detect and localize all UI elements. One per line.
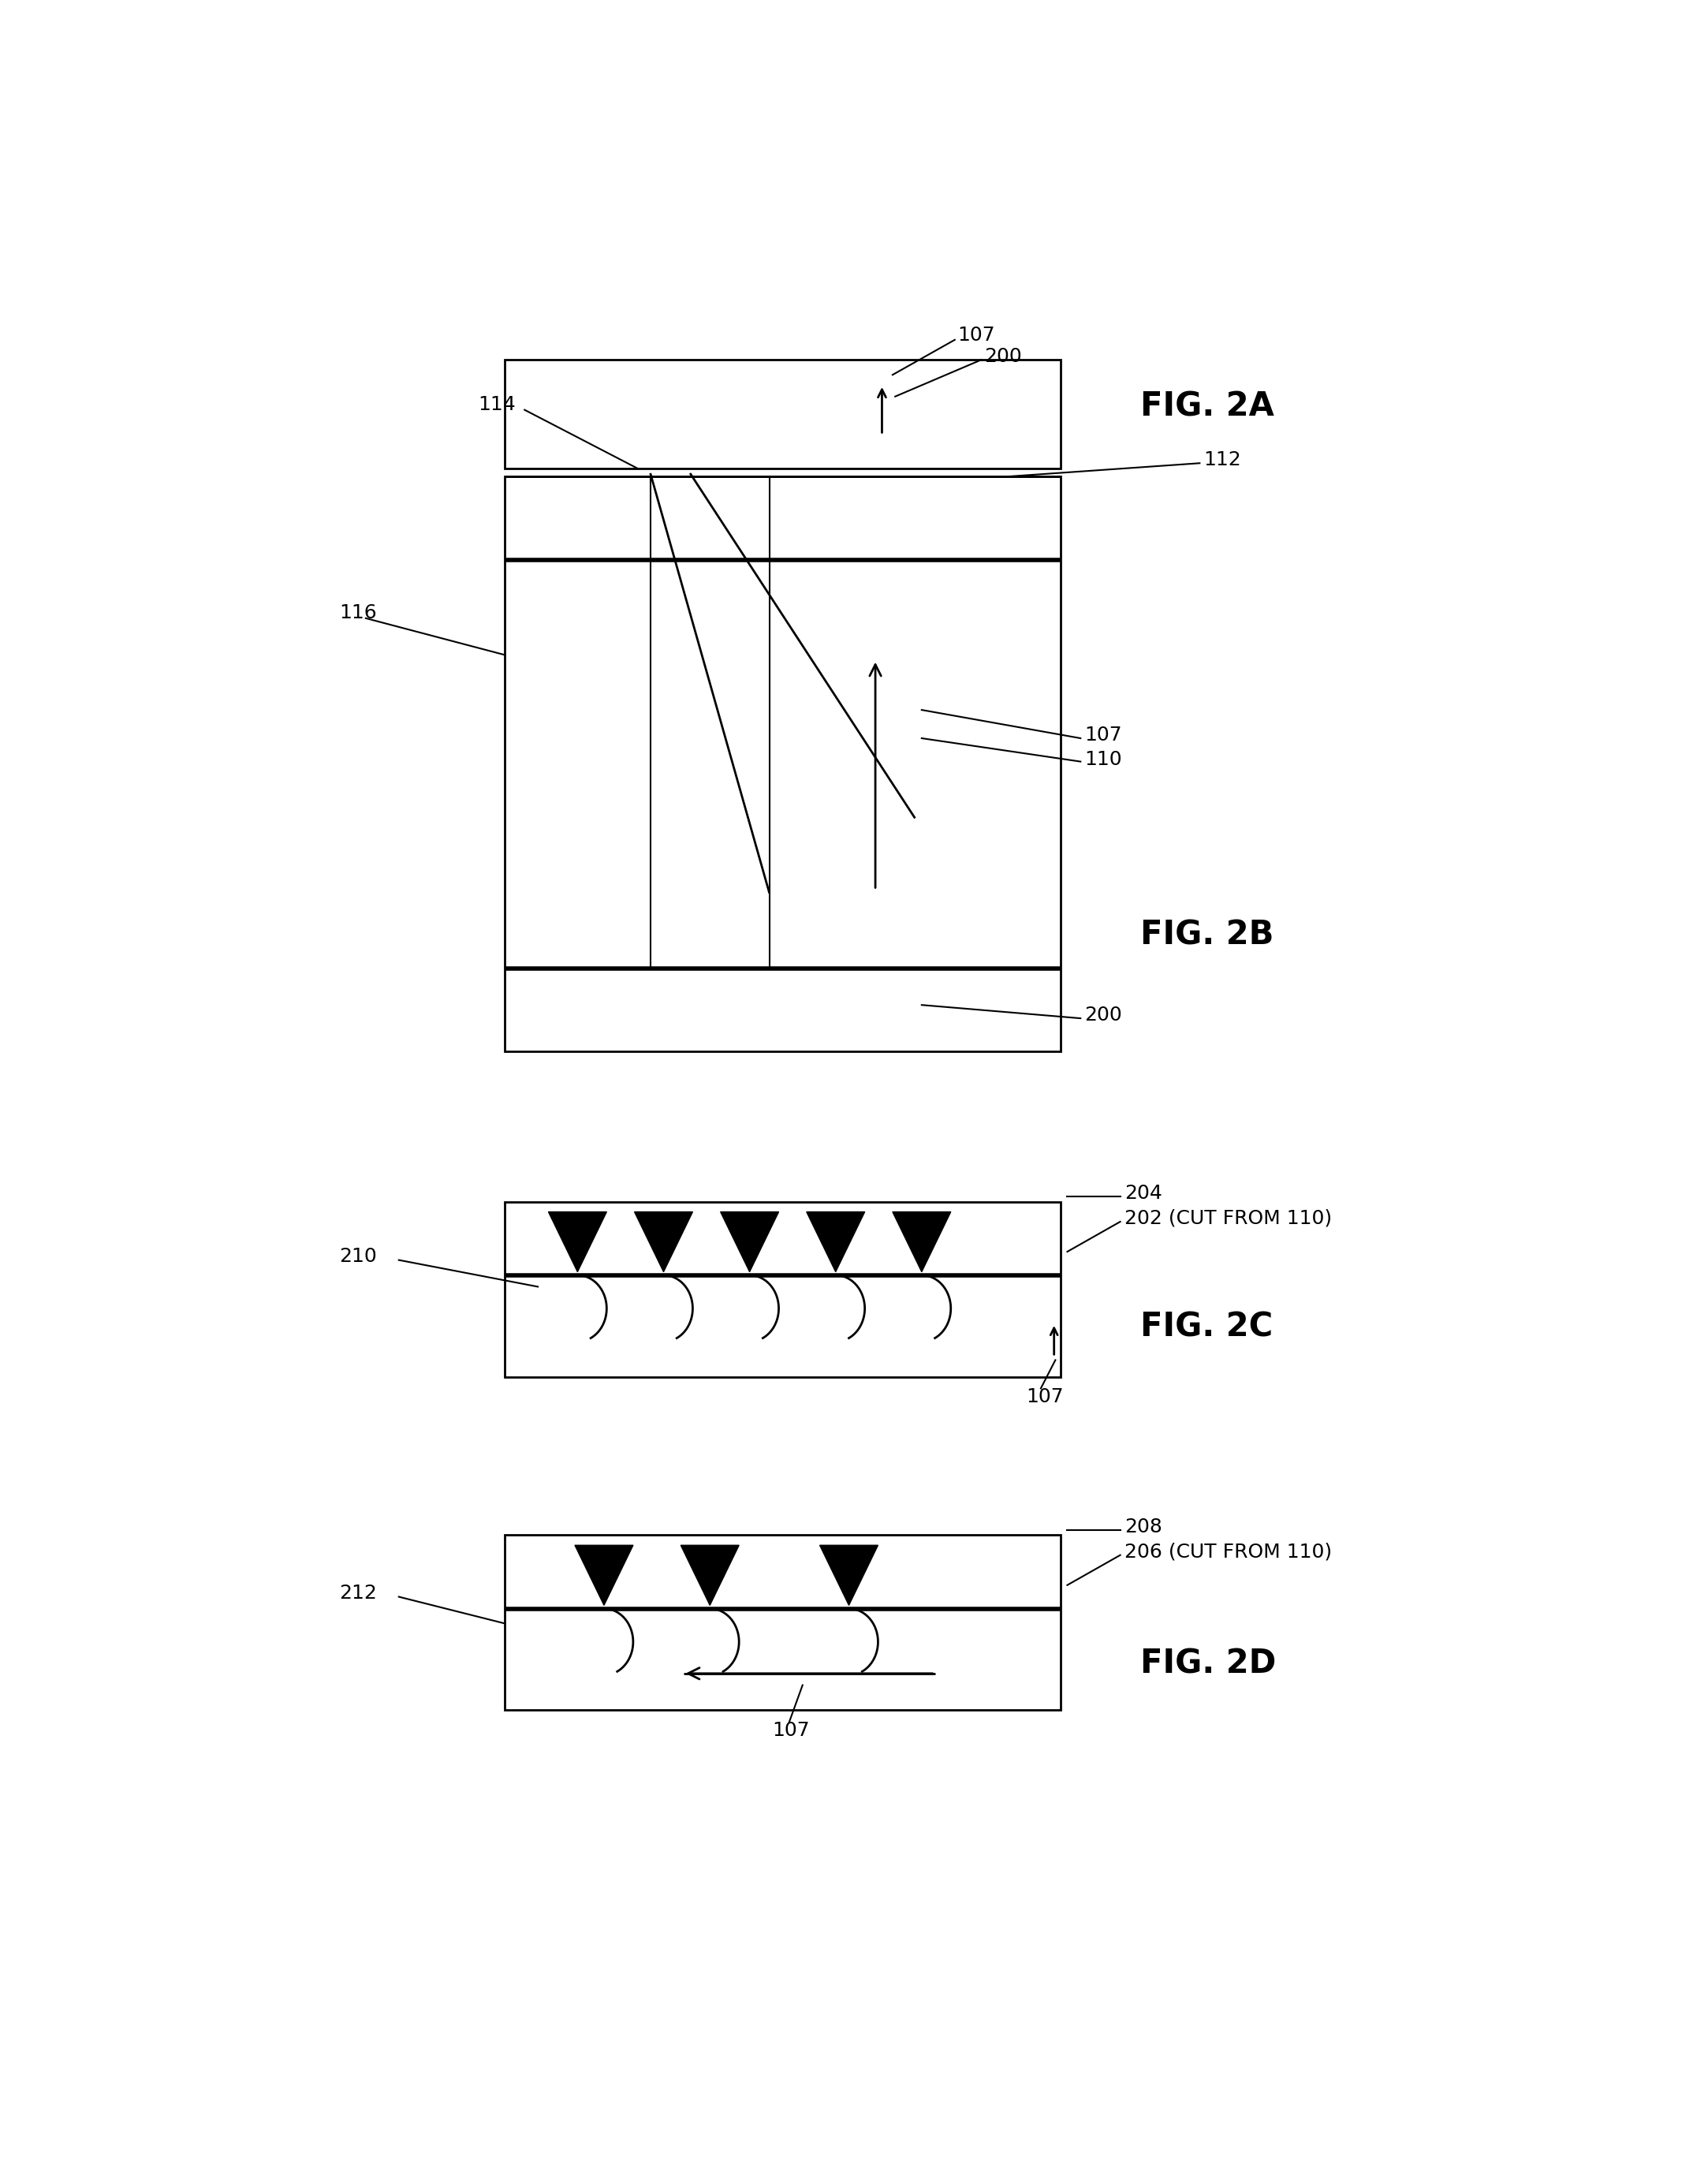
Text: 116: 116 [340,604,377,624]
Text: 107: 107 [1027,1388,1064,1407]
Polygon shape [893,1212,951,1271]
Text: 206 (CUT FROM 110): 206 (CUT FROM 110) [1124,1541,1332,1561]
Text: FIG. 2A: FIG. 2A [1141,390,1274,422]
Polygon shape [576,1546,634,1604]
Polygon shape [721,1212,779,1271]
Text: 107: 107 [1085,725,1122,745]
Text: 114: 114 [478,396,516,414]
Bar [506,476,1061,1052]
Text: 200: 200 [984,346,1021,366]
Text: 110: 110 [1085,751,1122,769]
Text: 208: 208 [1124,1518,1161,1537]
Polygon shape [820,1546,878,1604]
Polygon shape [681,1546,740,1604]
Polygon shape [548,1212,606,1271]
Text: FIG. 2B: FIG. 2B [1141,918,1274,953]
Text: FIG. 2C: FIG. 2C [1141,1310,1272,1342]
Bar [506,359,1061,468]
Text: 107: 107 [958,325,996,344]
Polygon shape [634,1212,693,1271]
Text: 112: 112 [1204,450,1242,470]
Text: 202 (CUT FROM 110): 202 (CUT FROM 110) [1124,1208,1332,1228]
Text: 200: 200 [1085,1005,1122,1024]
Text: 210: 210 [340,1247,377,1267]
Text: FIG. 2D: FIG. 2D [1141,1648,1276,1680]
Polygon shape [806,1212,864,1271]
Text: 204: 204 [1124,1184,1161,1204]
Text: 107: 107 [772,1721,810,1741]
Text: 212: 212 [340,1585,377,1602]
Bar [506,1535,1061,1710]
Bar [506,1202,1061,1377]
